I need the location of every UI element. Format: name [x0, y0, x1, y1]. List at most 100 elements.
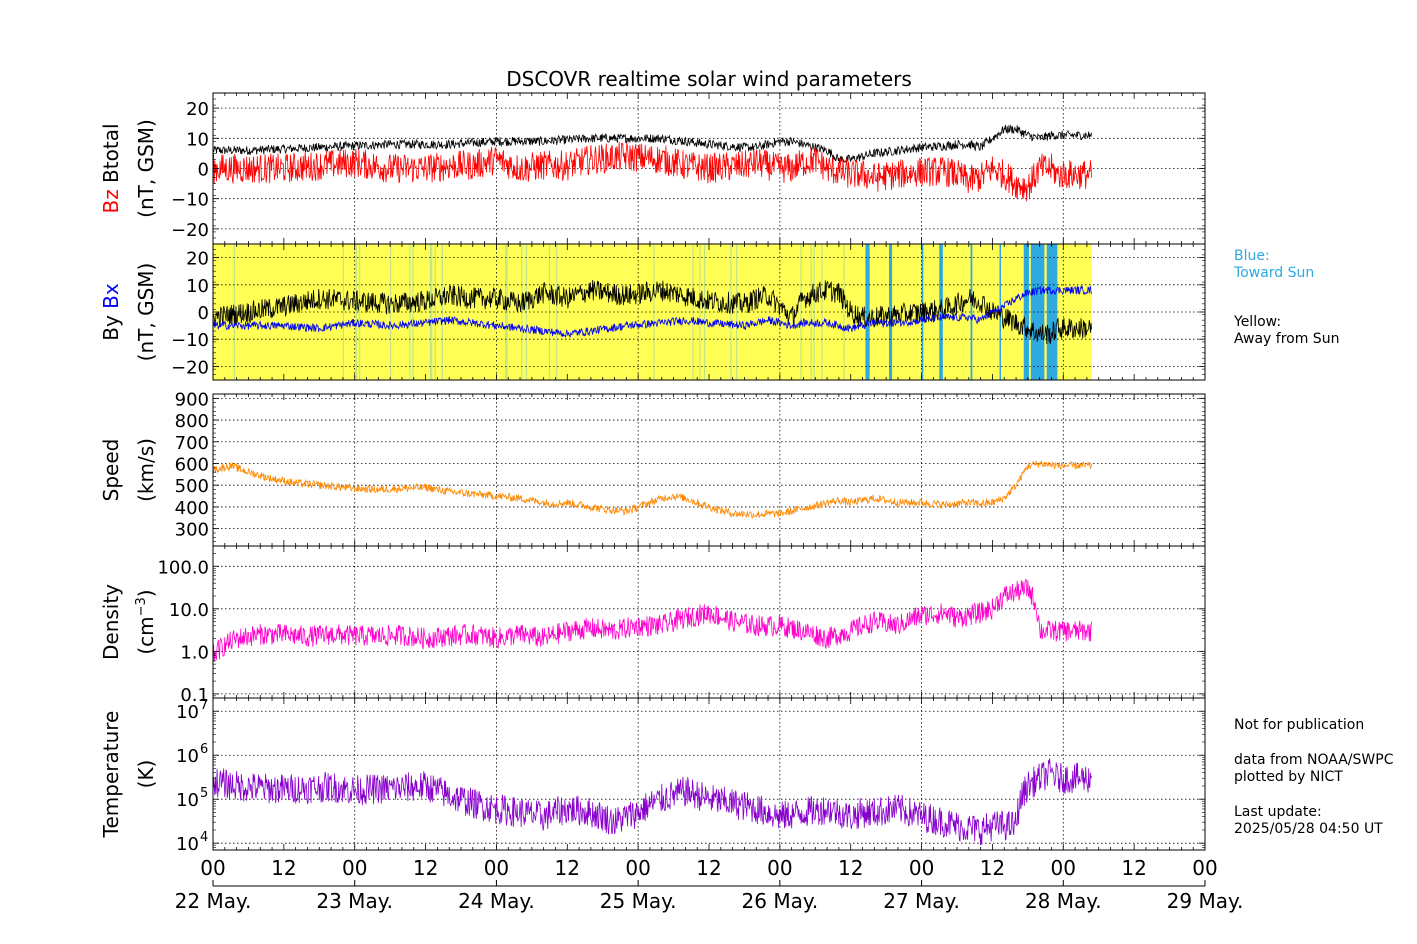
y-axis-label: Temperature: [99, 711, 123, 839]
y-tick-label: 0.1: [180, 685, 209, 706]
sector-toward-band: [889, 244, 893, 380]
sector-mixed-stripe: [810, 244, 812, 380]
y-tick-label: 300: [175, 520, 209, 541]
y-axis-unit-label: (nT, GSM): [134, 119, 158, 218]
y-axis-label: Density: [99, 584, 123, 660]
y-tick-label: 700: [175, 433, 209, 454]
x-tick-label: 12: [838, 856, 863, 880]
time-axis: 00 12 00 12 00 12 00 12 00 12 00 12 00 12 00 22 May. 23 …: [175, 856, 1244, 913]
sector-mixed-stripe: [506, 244, 508, 380]
sector-mixed-stripe: [556, 244, 558, 380]
y-tick-label: −20: [171, 357, 209, 378]
sector-toward-band: [1046, 244, 1058, 380]
y-axis-label: Speed: [99, 439, 123, 502]
series-bz: [212, 141, 1092, 202]
x-tick-label: 00: [909, 856, 934, 880]
sector-mixed-stripe: [389, 244, 392, 380]
y-tick-label: 800: [175, 411, 209, 432]
y-tick-label-exponent: 4: [200, 830, 208, 845]
date-label: 22 May.: [175, 889, 252, 913]
y-tick-label: 20: [186, 99, 209, 120]
y-axis-label-part: Bx: [99, 283, 123, 315]
y-tick-label: −20: [171, 220, 209, 241]
y-tick-label: 20: [186, 249, 209, 270]
x-tick-label: 00: [1192, 856, 1217, 880]
y-axis-label: Bz Btotal: [99, 123, 123, 213]
y-axis-unit-label: (km/s): [134, 438, 158, 502]
date-label: 26 May.: [742, 889, 819, 913]
x-tick-label: 00: [625, 856, 650, 880]
x-tick-label: 12: [271, 856, 296, 880]
y-axis-unit-label: (nT, GSM): [134, 263, 158, 362]
sector-mixed-stripe: [703, 244, 706, 380]
y-tick-label: 900: [175, 389, 209, 410]
x-tick-label: 00: [767, 856, 792, 880]
panel-bybx: 20 10 0 −10 −20 By Bx (nT, GSM): [99, 243, 1206, 381]
y-tick-label: 1.0: [180, 642, 209, 663]
y-tick-label-exponent: 6: [200, 742, 208, 757]
y-tick-label: 100.0: [157, 557, 209, 578]
x-tick-label: 12: [555, 856, 580, 880]
sector-mixed-stripe: [692, 244, 694, 380]
sector-mixed-stripe: [843, 244, 845, 380]
legend-yellow-away-from-sun: Yellow: Away from Sun: [1234, 314, 1340, 347]
y-tick-label: 10: [176, 790, 199, 811]
sector-mixed-stripe: [434, 244, 436, 380]
sector-toward-band: [865, 244, 870, 380]
y-tick-label: 10.0: [169, 600, 209, 621]
panel-mag: 20 10 0 −10 −20 Bz Btotal (nT, GSM): [99, 92, 1206, 245]
series-bx: [212, 284, 1092, 338]
sector-mixed-stripe: [730, 244, 732, 380]
sector-toward-band: [970, 244, 973, 380]
sector-mixed-stripe: [412, 244, 414, 380]
sector-mixed-stripe: [800, 244, 802, 380]
y-tick-label: 500: [175, 476, 209, 497]
legend-blue-toward-sun: Blue: Toward Sun: [1234, 248, 1315, 281]
sector-away-background: [213, 244, 1092, 380]
date-label: 28 May.: [1025, 889, 1102, 913]
series-speed: [212, 459, 1092, 519]
y-axis-label: By Bx: [99, 283, 123, 341]
y-axis-label-part: Bz: [99, 189, 123, 213]
y-axis-unit-label: (K): [134, 760, 158, 789]
series-density: [212, 578, 1092, 662]
sector-mixed-stripe: [699, 244, 701, 380]
date-label: 23 May.: [316, 889, 393, 913]
y-tick-label: 10: [186, 276, 209, 297]
date-label: 24 May.: [458, 889, 535, 913]
y-tick-label: 10: [176, 834, 199, 855]
y-tick-label: 600: [175, 454, 209, 475]
x-tick-label: 00: [342, 856, 367, 880]
y-tick-label: 10: [176, 746, 199, 767]
not-for-publication-note: Not for publication: [1234, 717, 1365, 733]
y-axis-label-part: Btotal: [99, 123, 123, 189]
series-temperature: [212, 758, 1092, 846]
y-tick-label: 0: [198, 303, 209, 324]
x-tick-label: 00: [200, 856, 225, 880]
date-label: 29 May.: [1167, 889, 1244, 913]
plot-panels: 20 10 0 −10 −20 Bz Btotal (nT, GSM) 20 10 0 −10 −20…: [99, 92, 1206, 855]
x-tick-label: 00: [484, 856, 509, 880]
y-axis-label-part: By: [99, 315, 123, 341]
last-update-text: Last update: 2025/05/28 04:50 UT: [1234, 804, 1383, 837]
y-tick-label-exponent: 7: [200, 698, 208, 713]
data-source-credit: data from NOAA/SWPC plotted by NICT: [1234, 752, 1394, 785]
x-tick-label: 12: [1121, 856, 1146, 880]
x-tick-label: 00: [1051, 856, 1076, 880]
y-tick-label: 0: [198, 160, 209, 181]
sector-mixed-stripe: [431, 244, 433, 380]
y-tick-label: −10: [171, 330, 209, 351]
series-by: [212, 279, 1092, 345]
x-tick-label: 12: [696, 856, 721, 880]
panel-frame: [212, 545, 1206, 699]
sector-mixed-stripe: [355, 244, 357, 380]
date-label: 25 May.: [600, 889, 677, 913]
sector-mixed-stripe: [342, 244, 344, 380]
y-tick-label: 10: [186, 129, 209, 150]
y-tick-label: 400: [175, 498, 209, 519]
y-tick-label: −10: [171, 190, 209, 211]
x-tick-label: 12: [980, 856, 1005, 880]
y-tick-label-exponent: 5: [200, 786, 208, 801]
